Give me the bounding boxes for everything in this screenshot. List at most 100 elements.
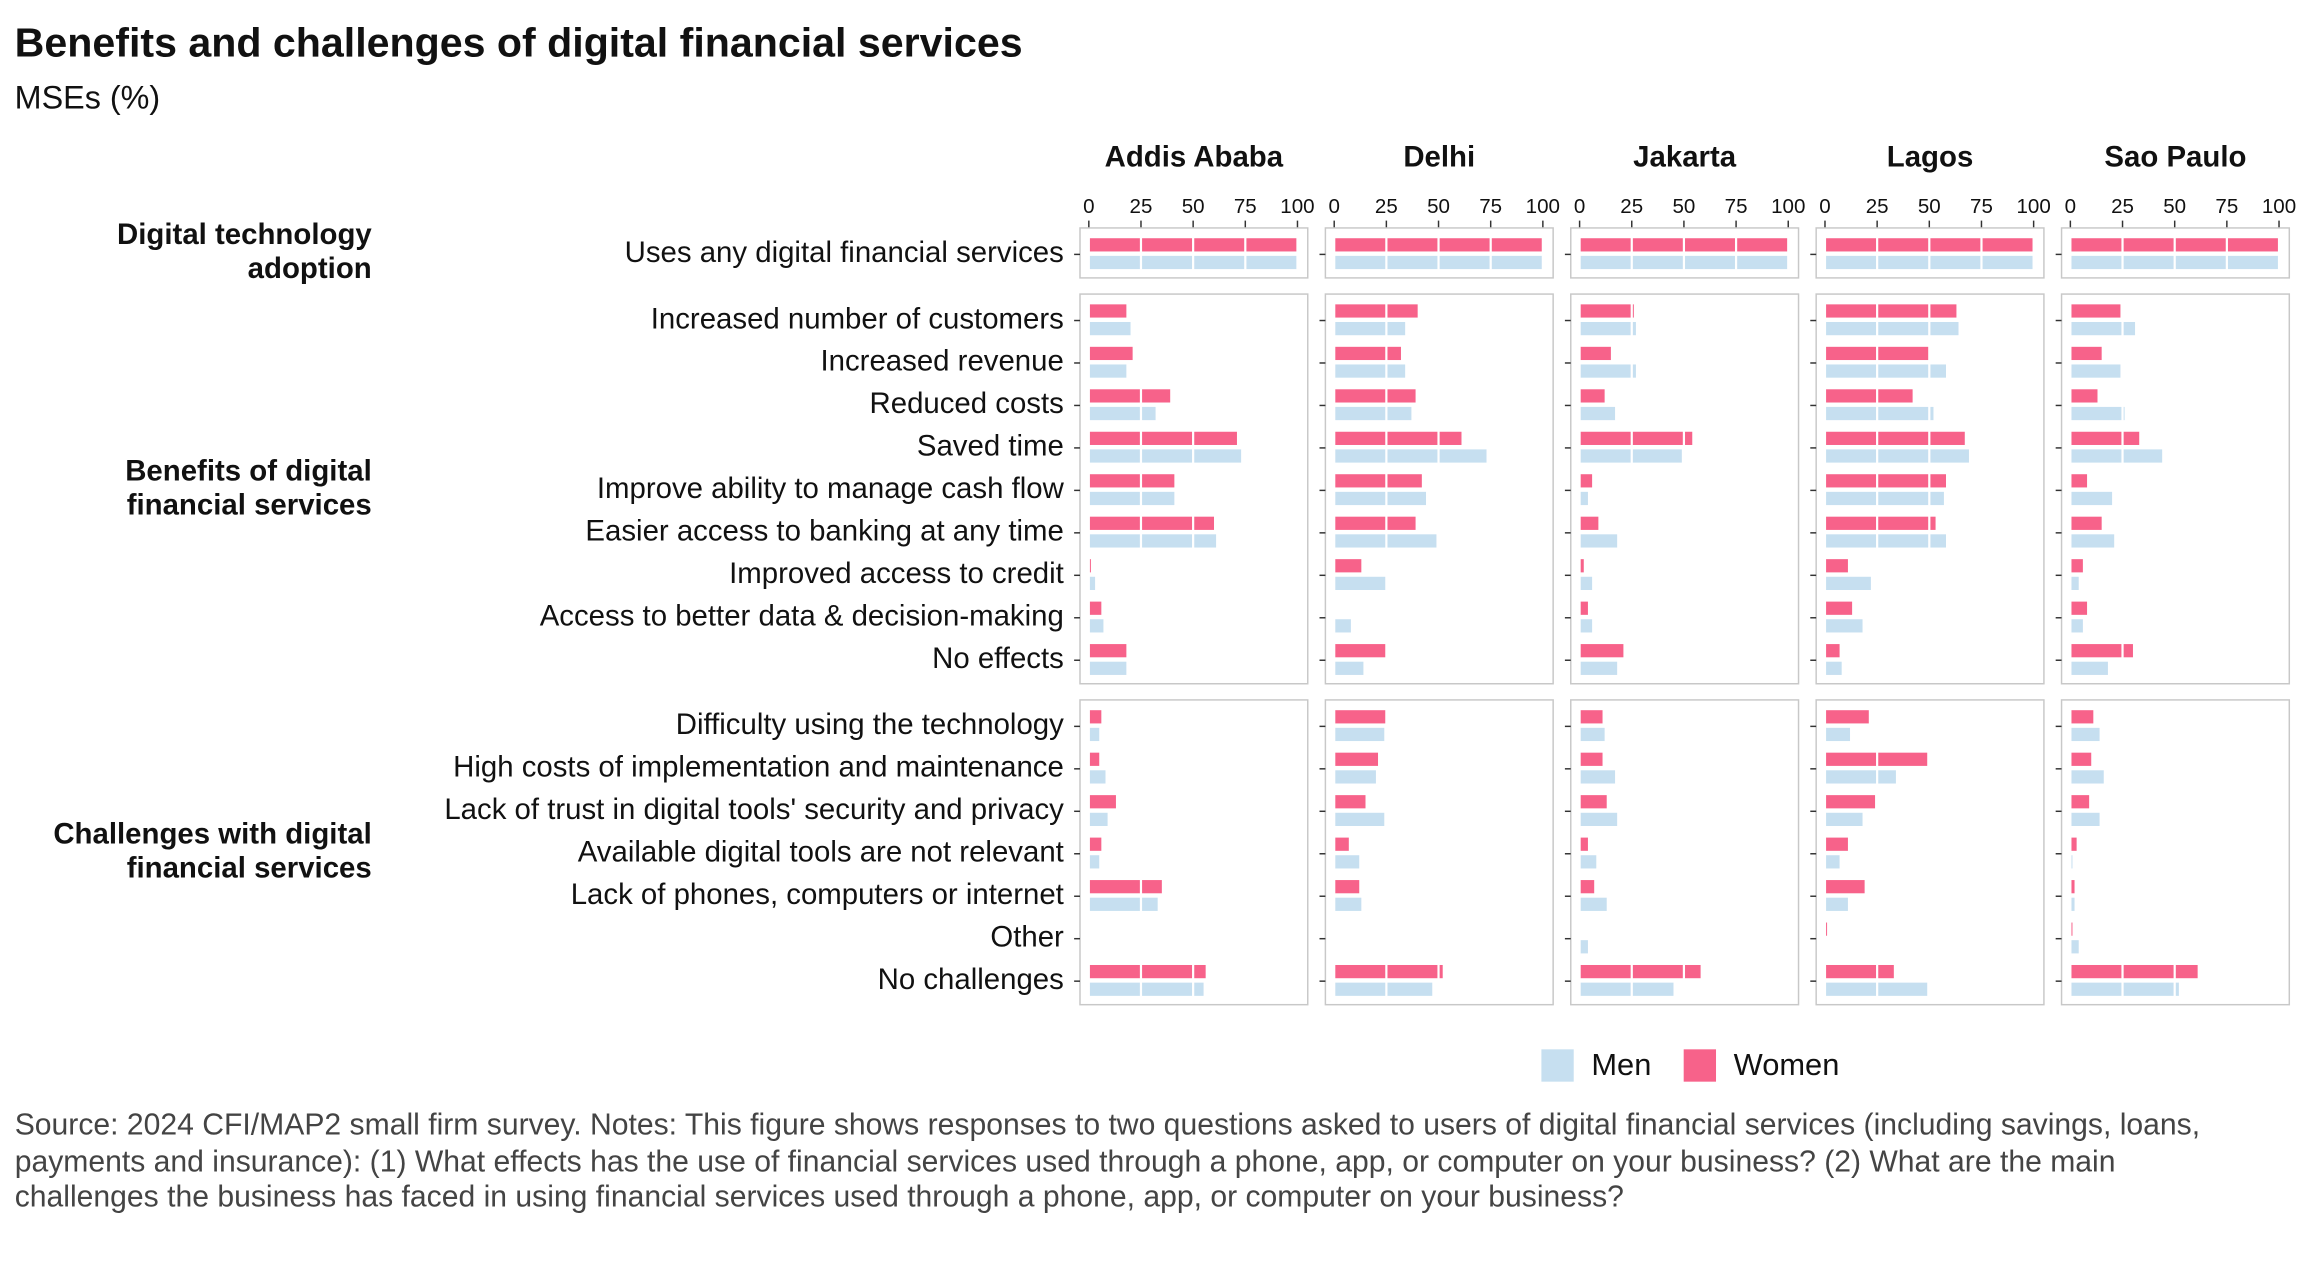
bar bbox=[2070, 449, 2163, 463]
bar bbox=[1579, 795, 1607, 809]
bar bbox=[1579, 661, 1618, 675]
x-tick-label: 100 bbox=[2016, 195, 2050, 218]
bar bbox=[1088, 449, 1242, 463]
bar bbox=[1824, 431, 1965, 445]
bar bbox=[2070, 880, 2075, 894]
bar bbox=[1334, 321, 1406, 336]
bar bbox=[2070, 534, 2115, 548]
bar bbox=[1579, 389, 1605, 403]
bar bbox=[1088, 406, 1156, 421]
bar bbox=[1579, 855, 1597, 869]
bar bbox=[1824, 770, 1896, 784]
bar bbox=[1824, 321, 1959, 336]
group-label: Challenges with digital financial servic… bbox=[53, 818, 372, 885]
bar bbox=[1824, 710, 1869, 724]
bar bbox=[1088, 601, 1102, 615]
x-tick-label: 25 bbox=[2111, 195, 2134, 218]
bar bbox=[1088, 346, 1133, 361]
bar bbox=[1334, 431, 1462, 445]
bar bbox=[1334, 812, 1385, 826]
bar bbox=[1579, 491, 1588, 506]
x-tick-label: 0 bbox=[1328, 195, 1339, 218]
bar bbox=[1088, 576, 1096, 591]
bar bbox=[1334, 661, 1364, 675]
bar bbox=[2070, 491, 2113, 506]
category-label: Increased number of customers bbox=[651, 302, 1064, 335]
x-tick-label: 50 bbox=[1672, 195, 1695, 218]
bar bbox=[1334, 795, 1366, 809]
bar bbox=[1579, 812, 1618, 826]
bar bbox=[1088, 727, 1100, 742]
bar bbox=[1334, 880, 1360, 894]
bar bbox=[1824, 661, 1842, 675]
bar bbox=[1334, 619, 1351, 633]
bar bbox=[1088, 982, 1204, 996]
bar bbox=[1579, 321, 1636, 336]
group-label-box: Benefits of digital financial services bbox=[125, 455, 372, 521]
bar bbox=[1824, 516, 1936, 530]
x-tick-label: 0 bbox=[1083, 195, 1094, 218]
bar bbox=[2070, 897, 2075, 911]
bar bbox=[1824, 474, 1946, 488]
bar bbox=[2070, 346, 2102, 361]
bar bbox=[1088, 770, 1106, 784]
bar bbox=[1088, 491, 1175, 506]
bar bbox=[1088, 964, 1206, 979]
bar bbox=[2070, 982, 2179, 996]
bar bbox=[2070, 364, 2121, 378]
x-tick-label: 50 bbox=[2163, 195, 2186, 218]
bar bbox=[1824, 619, 1863, 633]
bar bbox=[2070, 795, 2090, 809]
bar bbox=[1334, 406, 1412, 421]
bar bbox=[1579, 576, 1593, 591]
x-tick-label: 75 bbox=[1234, 195, 1257, 218]
category-label: High costs of implementation and mainten… bbox=[453, 751, 1064, 784]
bar bbox=[1579, 601, 1588, 615]
bar bbox=[1579, 964, 1701, 979]
bar bbox=[1579, 982, 1674, 996]
bar bbox=[1334, 982, 1433, 996]
bar bbox=[1334, 516, 1416, 530]
bar bbox=[1824, 304, 1957, 318]
facet-title: Addis Ababa bbox=[1105, 141, 1284, 174]
bar bbox=[1088, 474, 1175, 488]
x-tick-label: 75 bbox=[1479, 195, 1502, 218]
bar bbox=[1334, 474, 1422, 488]
bar bbox=[1579, 534, 1618, 548]
category-label: Available digital tools are not relevant bbox=[578, 836, 1064, 869]
x-tick-label: 75 bbox=[1725, 195, 1748, 218]
bar bbox=[1579, 727, 1605, 742]
bar bbox=[1579, 304, 1634, 318]
bar bbox=[1088, 880, 1162, 894]
bar bbox=[2070, 644, 2133, 658]
bar bbox=[1088, 855, 1100, 869]
bar bbox=[1824, 812, 1863, 826]
bar bbox=[1579, 880, 1595, 894]
bar bbox=[1088, 534, 1217, 548]
facet-title: Lagos bbox=[1887, 141, 1974, 174]
bar bbox=[1824, 855, 1840, 869]
bar bbox=[1088, 364, 1127, 378]
chart-title: Benefits and challenges of digital finan… bbox=[15, 20, 1023, 66]
bar bbox=[1334, 727, 1385, 742]
bar bbox=[1334, 449, 1487, 463]
bar bbox=[1824, 727, 1851, 742]
bar bbox=[1824, 389, 1913, 403]
bar bbox=[1088, 389, 1171, 403]
bar bbox=[1579, 644, 1624, 658]
bar bbox=[1824, 837, 1848, 851]
bar bbox=[1334, 855, 1360, 869]
bar bbox=[1824, 406, 1934, 421]
category-label: Lack of phones, computers or internet bbox=[571, 878, 1064, 911]
legend-swatch bbox=[1683, 1049, 1717, 1082]
x-tick-label: 0 bbox=[2065, 195, 2076, 218]
bar bbox=[1579, 559, 1584, 573]
bar bbox=[1334, 304, 1418, 318]
bar bbox=[1579, 619, 1593, 633]
legend-swatch bbox=[1541, 1049, 1574, 1082]
bar bbox=[2070, 727, 2100, 742]
bar bbox=[1334, 364, 1406, 378]
bar bbox=[1334, 559, 1362, 573]
bar bbox=[1824, 364, 1946, 378]
bar bbox=[1334, 752, 1379, 766]
